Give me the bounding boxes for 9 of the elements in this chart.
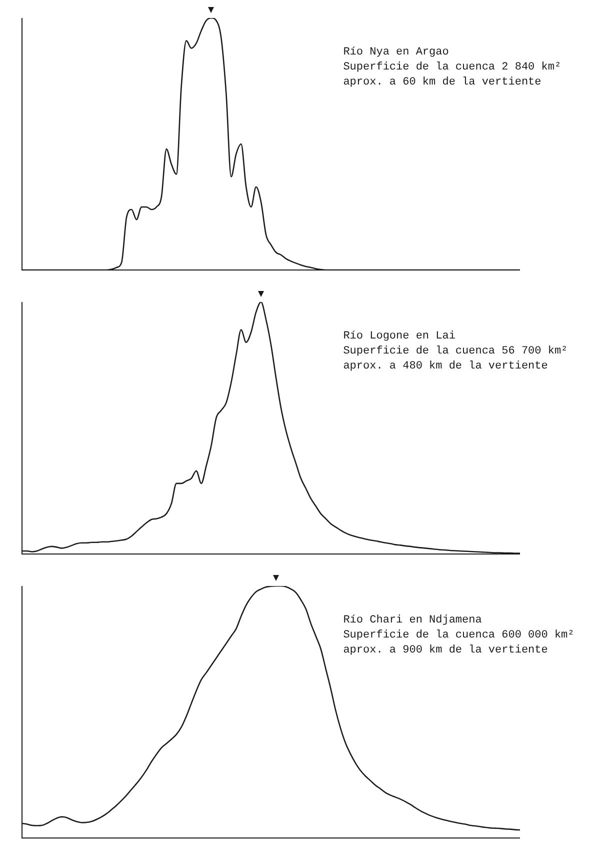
annotation: Superficie de la cuenca 56 700 km² — [343, 345, 568, 358]
text: Río Nya en Argao — [343, 46, 449, 58]
text: Río Chari en Ndjamena — [343, 614, 482, 626]
annotation: Superficie de la cuenca 600 000 km² — [343, 629, 574, 642]
annotation: aprox. a 60 km de la vertiente — [343, 76, 542, 88]
text: Río Logone en Lai — [343, 330, 456, 342]
annotation: aprox. a 900 km de la vertiente — [343, 644, 548, 656]
annotation: aprox. a 480 km de la vertiente — [343, 360, 548, 372]
annotation: Superficie de la cuenca 2 840 km² — [343, 61, 562, 74]
